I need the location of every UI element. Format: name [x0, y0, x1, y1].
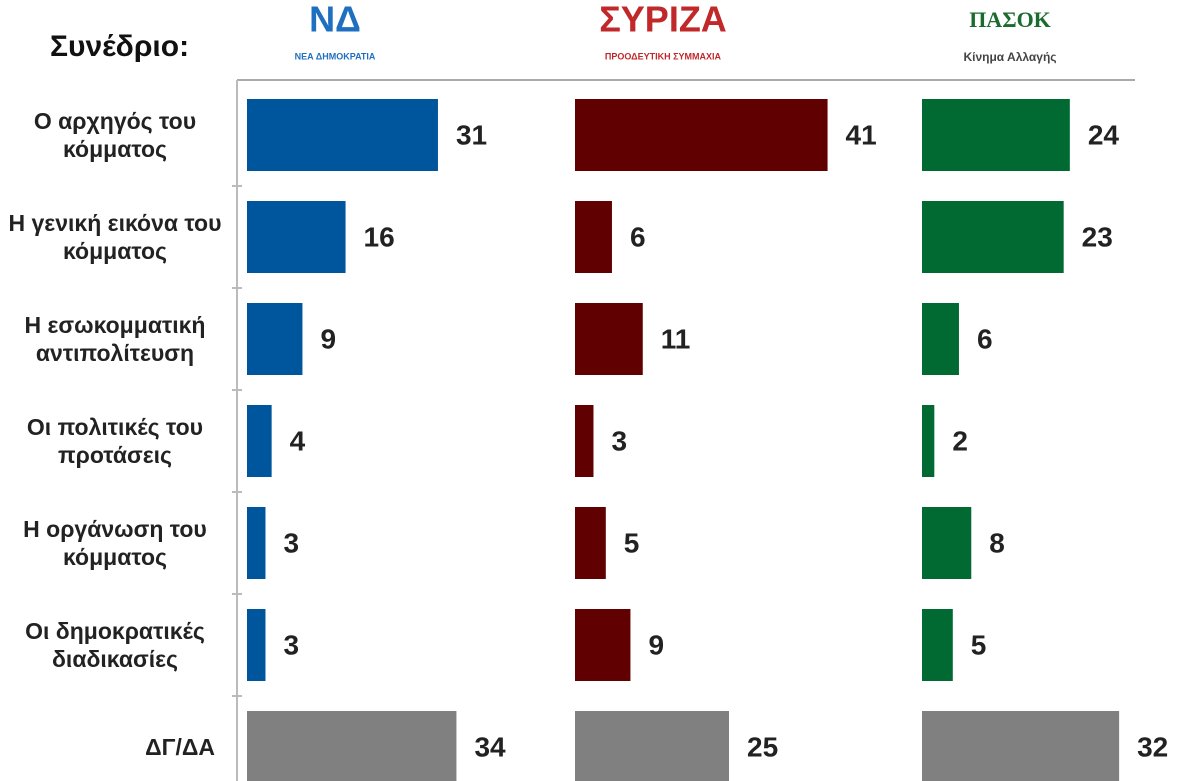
value-label: 6 [977, 323, 993, 354]
category-label: Οι πολιτικές του προτάσεις [26, 414, 204, 468]
bar [575, 609, 631, 681]
bar [922, 405, 935, 477]
party-subtitle: ΠΡΟΟΔΕΥΤΙΚΗ ΣΥΜΜΑΧΙΑ [605, 51, 722, 61]
party-logo: ΝΔ [309, 0, 361, 40]
bar [247, 99, 438, 171]
page-title: Συνέδριο: [50, 30, 189, 63]
bar [247, 609, 266, 681]
value-label: 8 [989, 527, 1005, 558]
bar [922, 201, 1064, 273]
bar [922, 609, 953, 681]
bar [922, 303, 959, 375]
value-label: 16 [364, 221, 395, 252]
value-label: 9 [320, 323, 336, 354]
value-label: 6 [630, 221, 646, 252]
value-label: 5 [971, 629, 987, 660]
bar [247, 507, 266, 579]
value-label: 23 [1082, 221, 1113, 252]
party-logo: ΠΑΣΟΚ [969, 7, 1051, 32]
party-subtitle: Κίνημα Αλλαγής [963, 50, 1056, 64]
party-logo: ΣΥΡΙΖΑ [599, 0, 727, 40]
bar [575, 201, 612, 273]
bar [247, 201, 346, 273]
bar [922, 711, 1120, 781]
value-label: 9 [648, 629, 664, 660]
category-label: ΔΓ/ΔΑ [145, 734, 215, 760]
value-label: 41 [846, 119, 877, 150]
value-label: 11 [661, 323, 691, 354]
bar [575, 405, 594, 477]
category-label: Οι δημοκρατικές διαδικασίες [25, 618, 205, 672]
bar [575, 711, 729, 781]
value-label: 4 [290, 425, 306, 456]
value-label: 34 [474, 731, 506, 762]
category-label: Η γενική εικόνα του κόμματος [8, 210, 222, 264]
category-label: Ο αρχηγός του κόμματος [33, 108, 197, 162]
value-label: 25 [747, 731, 778, 762]
bar [922, 507, 972, 579]
value-label: 31 [456, 119, 487, 150]
category-label: Η οργάνωση του κόμματος [23, 516, 207, 570]
value-label: 32 [1137, 731, 1168, 762]
bar [247, 405, 272, 477]
bar [575, 507, 606, 579]
value-label: 5 [624, 527, 640, 558]
value-label: 24 [1088, 119, 1120, 150]
value-label: 2 [952, 425, 968, 456]
value-label: 3 [283, 629, 299, 660]
bar [575, 303, 643, 375]
value-label: 3 [611, 425, 627, 456]
bar [922, 99, 1070, 171]
bar [575, 99, 828, 171]
bar [247, 711, 457, 781]
category-label: Η εσωκομματική αντιπολίτευση [24, 312, 206, 366]
bar [247, 303, 303, 375]
party-subtitle: ΝΕΑ ΔΗΜΟΚΡΑΤΙΑ [295, 51, 376, 61]
value-label: 3 [283, 527, 299, 558]
